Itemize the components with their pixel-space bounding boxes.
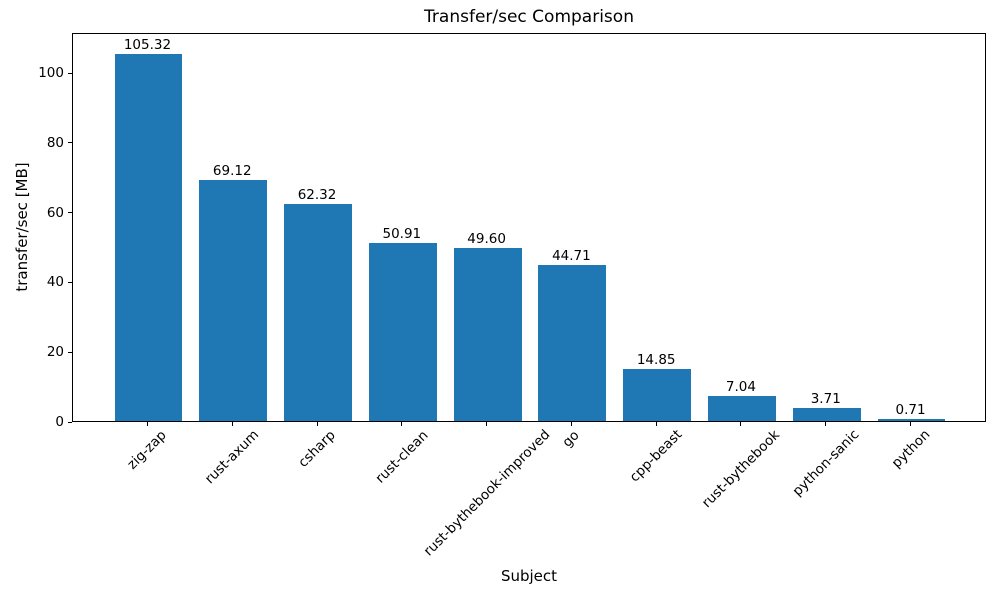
y-tick-label: 60 xyxy=(46,204,64,221)
x-tick-label: rust-bythebook-improved xyxy=(420,427,553,560)
y-tick-mark xyxy=(68,72,72,74)
x-tick-label: rust-bythebook xyxy=(698,427,784,512)
chart-title: Transfer/sec Comparison xyxy=(424,7,634,27)
y-tick-label: 40 xyxy=(46,274,64,291)
y-tick-mark xyxy=(68,351,72,353)
x-tick-label: python-sanic xyxy=(789,426,863,500)
x-tick-mark xyxy=(910,422,912,426)
bar xyxy=(114,53,183,421)
y-tick-label: 100 xyxy=(38,65,64,82)
bar-value-label: 49.60 xyxy=(467,230,506,247)
x-tick-label: rust-axum xyxy=(202,426,263,488)
bar-value-label: 14.85 xyxy=(636,352,676,369)
bar-value-label: 62.32 xyxy=(297,186,337,203)
x-tick-mark xyxy=(316,422,318,426)
x-tick-mark xyxy=(486,422,488,426)
x-tick-mark xyxy=(231,422,233,426)
y-tick-mark xyxy=(68,212,72,214)
bar xyxy=(284,203,352,421)
bar-value-label: 3.71 xyxy=(810,391,841,408)
x-tick-label: zig-zap xyxy=(124,426,171,473)
plot-area xyxy=(72,33,986,422)
y-tick-label: 0 xyxy=(55,414,64,430)
x-tick-label: rust-clean xyxy=(372,427,432,487)
bar xyxy=(453,247,522,421)
x-tick-label: cpp-beast xyxy=(626,427,686,486)
y-tick-mark xyxy=(68,421,72,423)
x-tick-mark xyxy=(825,422,827,426)
y-tick-label: 20 xyxy=(46,344,64,361)
x-tick-mark xyxy=(655,422,657,426)
y-axis-label: transfer/sec [MB] xyxy=(13,162,31,292)
bar xyxy=(623,369,692,421)
y-tick-mark xyxy=(68,142,72,144)
bar xyxy=(538,265,607,421)
x-axis-label: Subject xyxy=(500,567,558,585)
x-tick-label: python xyxy=(888,426,933,472)
bar xyxy=(199,179,268,421)
bar xyxy=(368,243,437,421)
bar-value-label: 105.32 xyxy=(123,36,172,53)
bar xyxy=(792,408,861,421)
y-tick-mark xyxy=(68,281,72,283)
x-tick-label: go xyxy=(559,427,584,451)
y-tick-label: 80 xyxy=(46,134,64,151)
x-tick-label: csharp xyxy=(295,426,339,471)
x-tick-mark xyxy=(146,422,148,426)
x-tick-mark xyxy=(401,422,403,426)
bar-value-label: 50.91 xyxy=(382,226,422,243)
bar-value-label: 0.71 xyxy=(895,401,926,418)
x-tick-mark xyxy=(740,422,742,426)
bar-value-label: 44.71 xyxy=(552,248,591,265)
bar-value-label: 7.04 xyxy=(725,379,756,396)
bar-value-label: 69.12 xyxy=(212,162,252,179)
bar xyxy=(708,396,776,421)
x-tick-mark xyxy=(570,422,572,426)
bar xyxy=(877,418,946,421)
